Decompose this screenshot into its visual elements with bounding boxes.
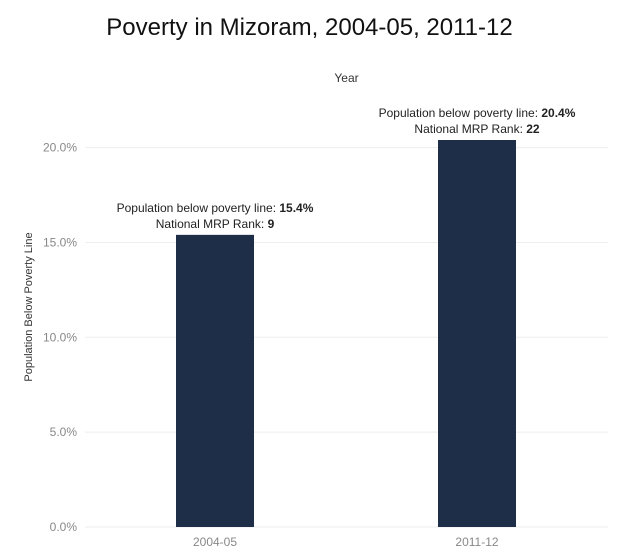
x-tick-label: 2004-05	[193, 535, 237, 549]
bar-annotation-line2: National MRP Rank: 22	[414, 122, 540, 136]
bar-annotation-line1: Population below poverty line: 20.4%	[379, 106, 576, 120]
column-header: Year	[334, 71, 359, 85]
chart-title: Poverty in Mizoram, 2004-05, 2011-12	[106, 14, 513, 41]
bar-2011-12[interactable]	[438, 140, 516, 527]
y-tick-label: 15.0%	[43, 235, 77, 249]
y-tick-label: 10.0%	[43, 330, 77, 344]
bar-annotation-line1: Population below poverty line: 15.4%	[117, 201, 314, 215]
y-tick-label: 0.0%	[50, 520, 78, 534]
y-tick-label: 5.0%	[50, 425, 78, 439]
y-tick-label: 20.0%	[43, 141, 77, 155]
x-tick-label: 2011-12	[455, 535, 498, 549]
bar-annotation-line2: National MRP Rank: 9	[156, 217, 275, 231]
bar-2004-05[interactable]	[176, 234, 254, 527]
